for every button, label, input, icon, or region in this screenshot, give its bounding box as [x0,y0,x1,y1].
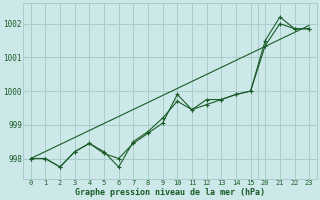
X-axis label: Graphe pression niveau de la mer (hPa): Graphe pression niveau de la mer (hPa) [75,188,265,197]
